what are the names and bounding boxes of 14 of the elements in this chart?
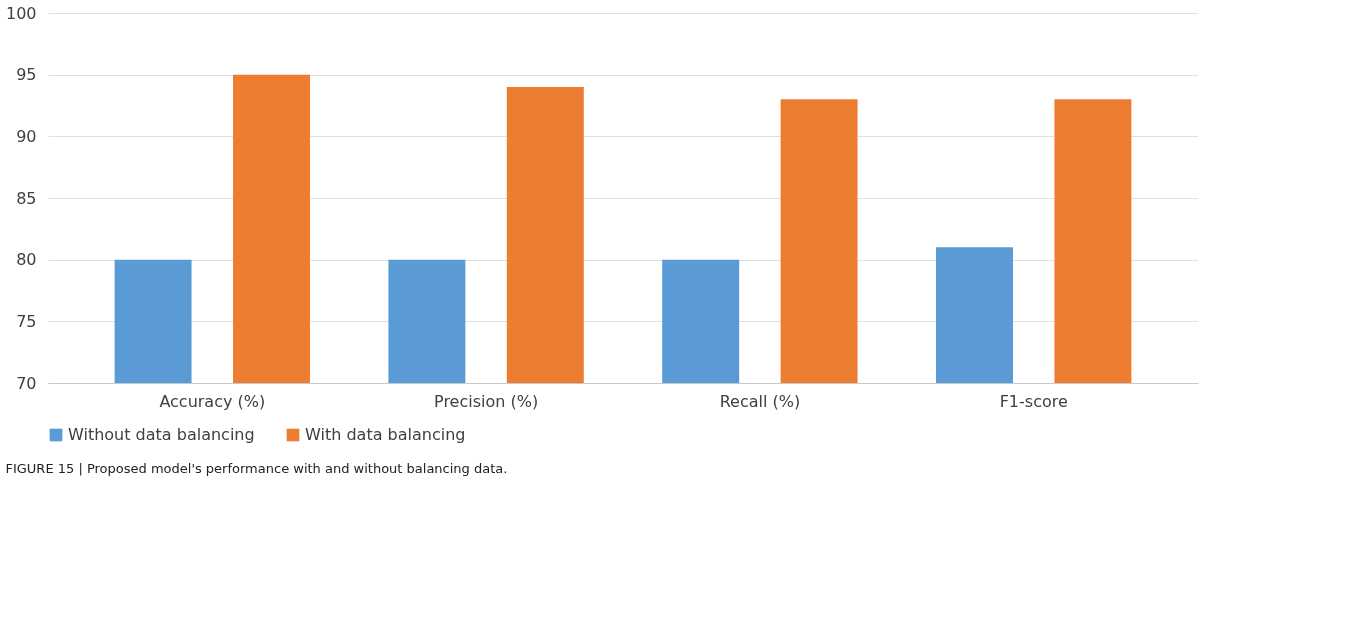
caption: FIGURE 15 | Proposed model's performance with and without balancing data.: [5, 461, 508, 476]
y-tick-label: 90: [16, 126, 37, 146]
x-tick-label: Recall (%): [719, 391, 801, 411]
y-tick-label: 95: [16, 65, 37, 85]
y-tick-label: 75: [16, 311, 37, 331]
x-tick-label: Accuracy (%): [159, 391, 266, 411]
y-tick-label: 100: [5, 3, 37, 23]
x-tick-label: Precision (%): [434, 391, 539, 411]
y-tick-label: 70: [16, 373, 37, 393]
legend-label: With data balancing: [305, 425, 466, 444]
y-tick-label: 80: [16, 250, 37, 270]
legend-label: Without data balancing: [68, 425, 255, 444]
y-tick-label: 85: [16, 188, 37, 208]
x-tick-label: F1-score: [999, 391, 1068, 411]
